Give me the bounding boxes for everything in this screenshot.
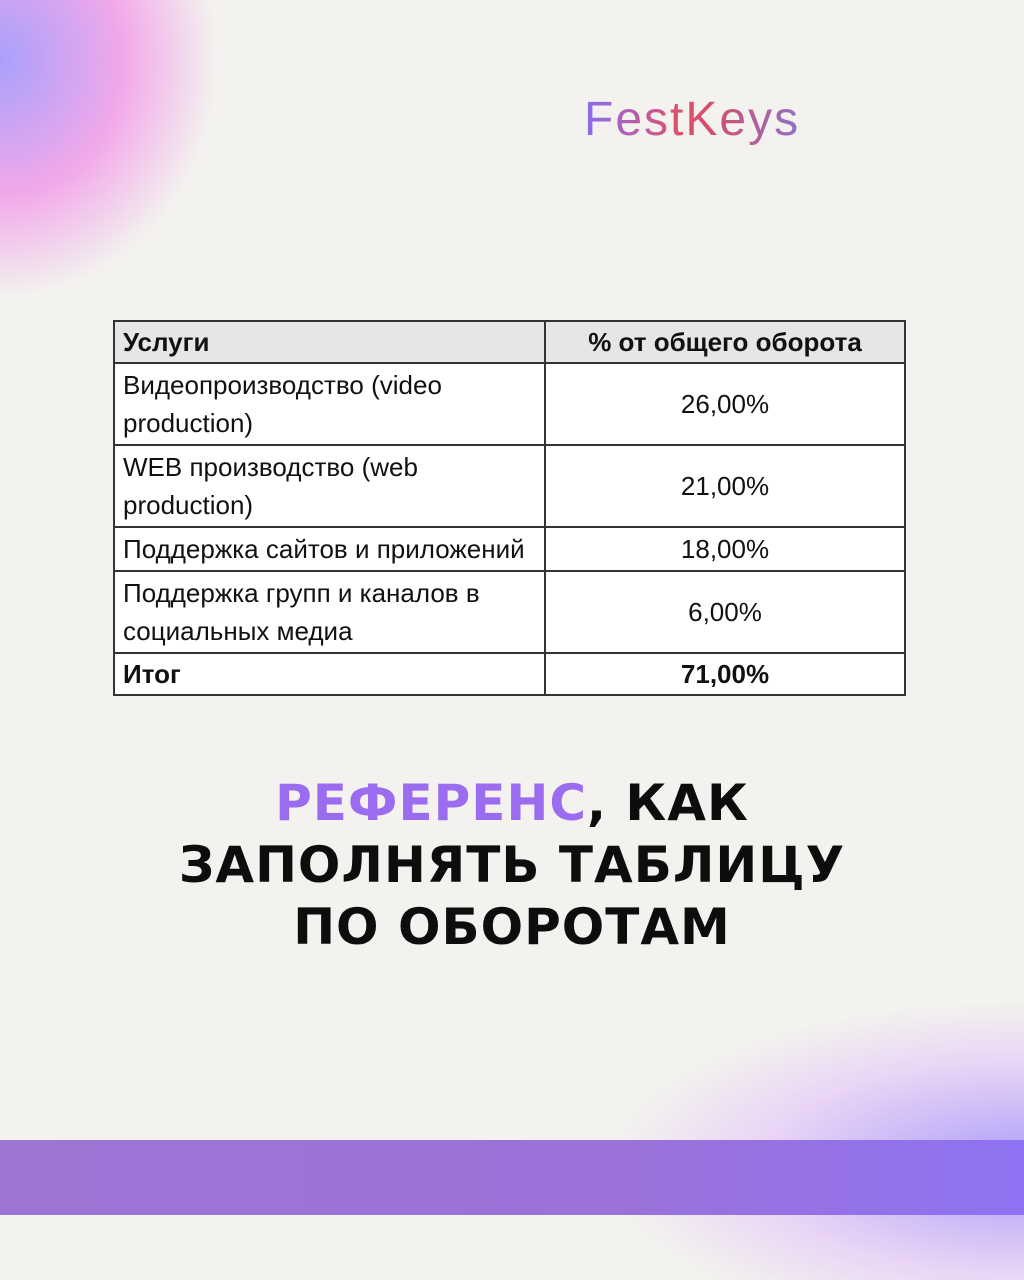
table-row: Поддержка групп и каналов в социальных м… xyxy=(113,570,906,654)
table-row: WEB производство (web production) 21,00% xyxy=(113,444,906,528)
service-cell: Поддержка сайтов и приложений xyxy=(113,526,546,572)
table-row: Видеопроизводство (video production) 26,… xyxy=(113,362,906,446)
service-cell: Видеопроизводство (video production) xyxy=(113,362,546,446)
bottom-band xyxy=(0,1140,1024,1215)
service-cell: Поддержка групп и каналов в социальных м… xyxy=(113,570,546,654)
headline: РЕФЕРЕНС, КАК ЗАПОЛНЯТЬ ТАБЛИЦУ ПО ОБОРО… xyxy=(0,772,1024,958)
headline-line3: ПО ОБОРОТАМ xyxy=(293,898,731,956)
brand-logo: FestKeys xyxy=(584,93,801,146)
total-label: Итог xyxy=(113,652,546,696)
headline-line2: ЗАПОЛНЯТЬ ТАБЛИЦУ xyxy=(178,836,846,894)
decorative-gradient xyxy=(0,0,220,300)
table-total-row: Итог 71,00% xyxy=(113,652,906,696)
headline-line1: , КАК xyxy=(587,774,749,832)
table-header-row: Услуги % от общего оборота xyxy=(113,320,906,364)
header-percent: % от общего оборота xyxy=(544,320,906,364)
service-cell: WEB производство (web production) xyxy=(113,444,546,528)
percent-cell: 6,00% xyxy=(544,570,906,654)
turnover-table: Услуги % от общего оборота Видеопроизвод… xyxy=(113,320,906,696)
table-row: Поддержка сайтов и приложений 18,00% xyxy=(113,526,906,572)
header-services: Услуги xyxy=(113,320,546,364)
total-percent: 71,00% xyxy=(544,652,906,696)
headline-accent: РЕФЕРЕНС xyxy=(275,774,588,832)
percent-cell: 21,00% xyxy=(544,444,906,528)
percent-cell: 18,00% xyxy=(544,526,906,572)
percent-cell: 26,00% xyxy=(544,362,906,446)
